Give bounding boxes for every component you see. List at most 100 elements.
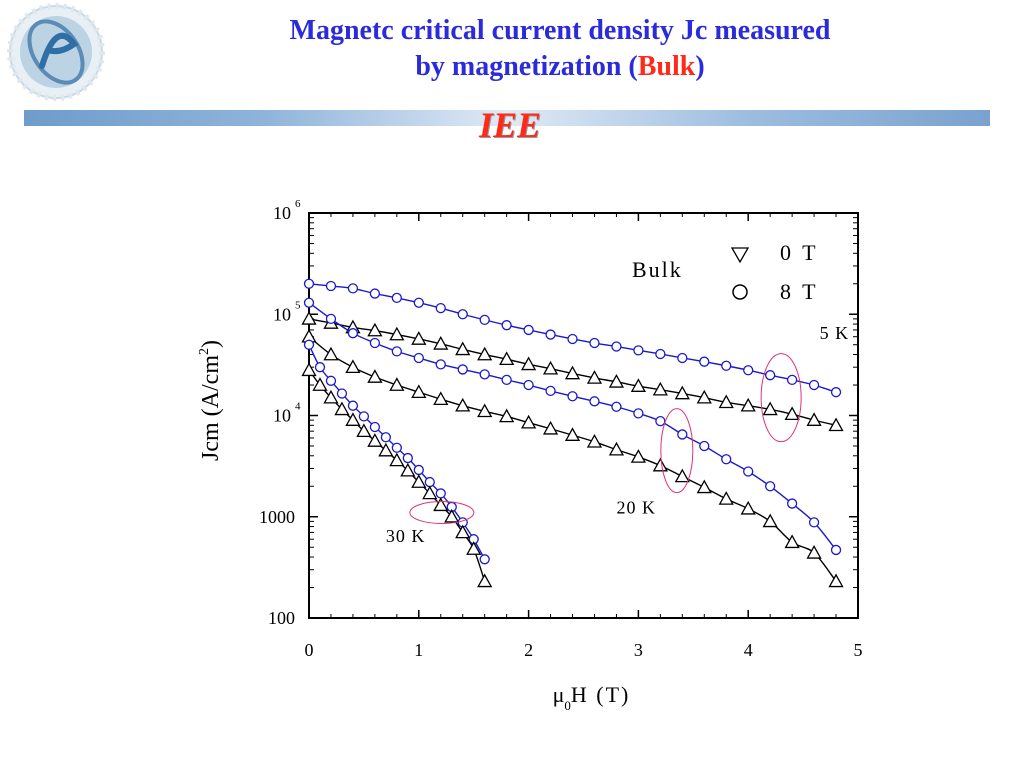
data-point-triangle-30k-0t bbox=[378, 442, 394, 457]
y-axis-label: Jcm (A/cm2) bbox=[197, 340, 224, 461]
data-point-circle-20k-8t bbox=[677, 429, 688, 440]
data-point-circle-20k-8t bbox=[413, 352, 424, 364]
data-point-circle-5k-8t bbox=[677, 352, 688, 364]
data-point-triangle-30k-0t bbox=[477, 573, 493, 588]
slide-title-line1: Magnetc critical current density Jc meas… bbox=[289, 15, 831, 46]
data-point-circle-5k-8t bbox=[479, 314, 490, 326]
data-point-circle-5k-8t bbox=[545, 329, 556, 340]
data-point-circle-5k-8t bbox=[765, 370, 776, 381]
data-point-triangle-5k-0t bbox=[411, 331, 427, 345]
data-point-triangle-30k-0t bbox=[389, 452, 405, 467]
data-point-circle-30k-8t bbox=[303, 339, 315, 350]
data-point-triangle-5k-0t bbox=[740, 397, 756, 412]
data-point-circle-20k-8t bbox=[765, 481, 776, 492]
data-point-triangle-5k-0t bbox=[499, 351, 515, 366]
y-tick-exponent: 5 bbox=[295, 299, 301, 311]
data-point-circle-20k-8t bbox=[501, 374, 512, 385]
x-tick-label: 5 bbox=[854, 640, 863, 660]
data-point-circle-30k-8t bbox=[358, 411, 370, 422]
data-point-triangle-20k-0t bbox=[433, 391, 449, 406]
data-point-circle-20k-8t bbox=[633, 408, 644, 419]
data-point-circle-30k-8t bbox=[336, 388, 348, 399]
data-point-circle-5k-8t bbox=[743, 365, 754, 376]
data-point-circle-20k-8t bbox=[435, 359, 446, 370]
x-tick-label: 4 bbox=[744, 640, 753, 660]
data-point-triangle-30k-0t bbox=[400, 462, 416, 477]
data-point-circle-30k-8t bbox=[435, 488, 446, 499]
y-tick-label: 1000 bbox=[259, 507, 295, 527]
temperature-label: 5 K bbox=[820, 323, 850, 343]
data-point-triangle-5k-0t bbox=[367, 322, 383, 337]
data-point-triangle-20k-0t bbox=[367, 369, 383, 383]
data-point-triangle-20k-0t bbox=[740, 500, 756, 515]
data-point-circle-30k-8t bbox=[424, 476, 435, 488]
data-point-circle-5k-8t bbox=[303, 278, 315, 289]
data-point-circle-5k-8t bbox=[655, 348, 666, 360]
data-point-triangle-5k-0t bbox=[542, 360, 559, 375]
data-point-triangle-20k-0t bbox=[630, 449, 647, 463]
data-point-circle-5k-8t bbox=[369, 288, 381, 299]
legend-marker-triangle-down bbox=[730, 247, 750, 264]
data-point-triangle-5k-0t bbox=[806, 412, 822, 426]
data-point-circle-20k-8t bbox=[567, 391, 578, 402]
data-point-triangle-30k-0t bbox=[466, 541, 482, 555]
data-point-circle-5k-8t bbox=[347, 283, 359, 294]
slide-subtitle: IEE bbox=[478, 105, 542, 145]
data-point-circle-20k-8t bbox=[369, 337, 381, 349]
data-point-circle-20k-8t bbox=[391, 346, 402, 357]
x-tick-label: 3 bbox=[634, 640, 643, 660]
header-divider-bar bbox=[24, 110, 990, 126]
data-point-circle-30k-8t bbox=[413, 464, 424, 476]
data-point-circle-30k-8t bbox=[347, 400, 359, 411]
data-point-circle-20k-8t bbox=[545, 385, 556, 397]
data-point-triangle-20k-0t bbox=[411, 384, 427, 399]
data-point-triangle-20k-0t bbox=[477, 403, 493, 418]
highlight-ellipse bbox=[409, 501, 475, 525]
legend-label-0T: 0 T bbox=[780, 240, 819, 265]
data-point-circle-20k-8t bbox=[457, 364, 468, 375]
temperature-label: 30 K bbox=[386, 526, 426, 546]
data-point-triangle-20k-0t bbox=[345, 359, 361, 374]
data-point-triangle-30k-0t bbox=[312, 377, 328, 391]
y-tick-exponent: 4 bbox=[295, 401, 301, 413]
data-point-triangle-30k-0t bbox=[433, 497, 449, 512]
highlight-ellipse bbox=[660, 408, 694, 494]
data-point-triangle-20k-0t bbox=[652, 457, 668, 472]
data-point-circle-30k-8t bbox=[402, 452, 413, 464]
data-point-circle-20k-8t bbox=[721, 454, 732, 465]
data-point-circle-20k-8t bbox=[303, 297, 315, 308]
data-point-circle-5k-8t bbox=[501, 320, 512, 331]
data-point-triangle-20k-0t bbox=[608, 441, 625, 456]
data-point-triangle-30k-0t bbox=[411, 474, 427, 488]
data-point-triangle-30k-0t bbox=[345, 412, 361, 426]
data-point-triangle-5k-0t bbox=[301, 311, 317, 325]
data-point-triangle-5k-0t bbox=[652, 381, 668, 396]
data-point-circle-30k-8t bbox=[369, 421, 381, 433]
data-point-triangle-30k-0t bbox=[422, 485, 438, 500]
y-tick-label: 10 bbox=[273, 406, 291, 426]
data-point-triangle-30k-0t bbox=[323, 389, 339, 404]
data-point-circle-5k-8t bbox=[523, 324, 534, 336]
data-point-circle-5k-8t bbox=[633, 345, 644, 356]
data-point-circle-30k-8t bbox=[314, 362, 326, 373]
legend-marker-circle bbox=[732, 284, 748, 300]
data-point-triangle-5k-0t bbox=[630, 378, 647, 392]
data-point-circle-20k-8t bbox=[611, 401, 622, 412]
data-point-triangle-5k-0t bbox=[718, 394, 734, 409]
data-point-triangle-20k-0t bbox=[674, 468, 690, 483]
data-point-triangle-20k-0t bbox=[520, 414, 537, 429]
legend-title: Bulk bbox=[632, 257, 683, 282]
data-point-triangle-20k-0t bbox=[564, 427, 581, 441]
data-point-triangle-20k-0t bbox=[828, 573, 844, 588]
data-point-circle-20k-8t bbox=[830, 544, 842, 556]
data-point-circle-20k-8t bbox=[523, 379, 534, 391]
data-point-triangle-20k-0t bbox=[718, 491, 734, 505]
data-point-circle-5k-8t bbox=[699, 356, 710, 367]
y-tick-exponent: 6 bbox=[295, 198, 301, 210]
title-suffix: ) bbox=[695, 51, 705, 82]
data-point-triangle-30k-0t bbox=[334, 401, 350, 416]
temperature-label: 20 K bbox=[616, 497, 656, 517]
data-point-circle-20k-8t bbox=[347, 328, 359, 339]
legend-label-8T: 8 T bbox=[780, 279, 819, 304]
data-point-circle-5k-8t bbox=[786, 374, 798, 385]
